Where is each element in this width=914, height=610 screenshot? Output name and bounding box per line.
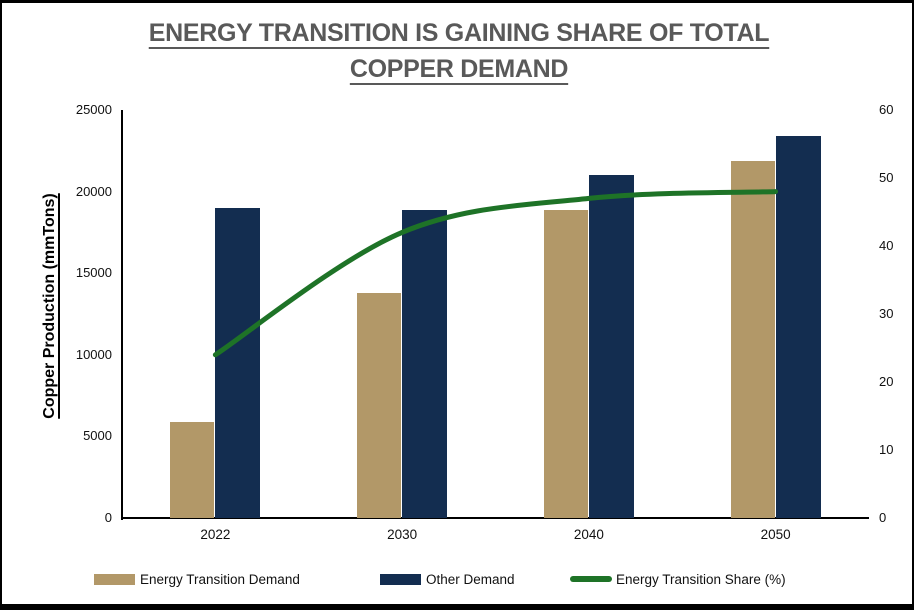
x-axis-label: 2040 <box>573 527 604 542</box>
legend: Energy Transition Demand Other Demand En… <box>2 567 912 593</box>
bottom-axis-line <box>121 517 869 519</box>
left-axis-line <box>121 110 123 520</box>
bar-energy-transition-demand <box>357 292 402 518</box>
other-demand-swatch <box>380 573 421 585</box>
energy-transition-share-line <box>212 189 779 358</box>
right-axis-tick-label: 10 <box>879 442 894 457</box>
x-axis-label: 2050 <box>760 527 791 542</box>
energy-transition-share-swatch <box>570 576 612 582</box>
left-axis-tick-label: 0 <box>104 510 112 525</box>
bar-energy-transition-demand <box>543 209 588 518</box>
bar-energy-transition-demand <box>170 421 215 518</box>
left-axis-title: Copper Production (mmTons) <box>41 193 58 419</box>
right-axis-tick-label: 40 <box>879 238 894 253</box>
left-axis-tick-label: 10000 <box>75 346 112 362</box>
right-axis-tick-label: 0 <box>879 510 887 525</box>
x-axis-label: 2030 <box>387 527 418 542</box>
left-axis-tick-label: 5000 <box>83 428 112 444</box>
chart-title: ENERGY TRANSITION IS GAINING SHARE OF TO… <box>148 19 770 83</box>
bar-other-demand <box>775 136 821 518</box>
bar-other-demand <box>402 209 448 518</box>
legend-label: Other Demand <box>426 571 515 587</box>
legend-item-energy-transition-share: Energy Transition Share (%) <box>570 567 786 591</box>
legend-item-energy-transition-demand: Energy Transition Demand <box>94 567 300 591</box>
right-axis-tick-label: 30 <box>879 306 894 321</box>
left-axis-tick-label: 15000 <box>75 265 112 281</box>
right-axis-tick-label: 50 <box>879 170 894 185</box>
legend-item-other-demand: Other Demand <box>380 567 515 591</box>
legend-label: Energy Transition Demand <box>140 571 300 587</box>
left-axis-tick-label: 25000 <box>75 102 112 117</box>
left-axis-tick-label: 20000 <box>75 183 112 199</box>
right-axis-tick-label: 60 <box>879 102 894 117</box>
legend-label: Energy Transition Share (%) <box>616 571 786 587</box>
bar-energy-transition-demand <box>730 160 775 518</box>
x-axis-label: 2022 <box>200 527 231 542</box>
right-axis-tick-label: 20 <box>879 374 894 389</box>
energy-transition-demand-swatch <box>94 573 135 585</box>
bar-other-demand <box>215 207 261 518</box>
bar-other-demand <box>588 175 634 518</box>
